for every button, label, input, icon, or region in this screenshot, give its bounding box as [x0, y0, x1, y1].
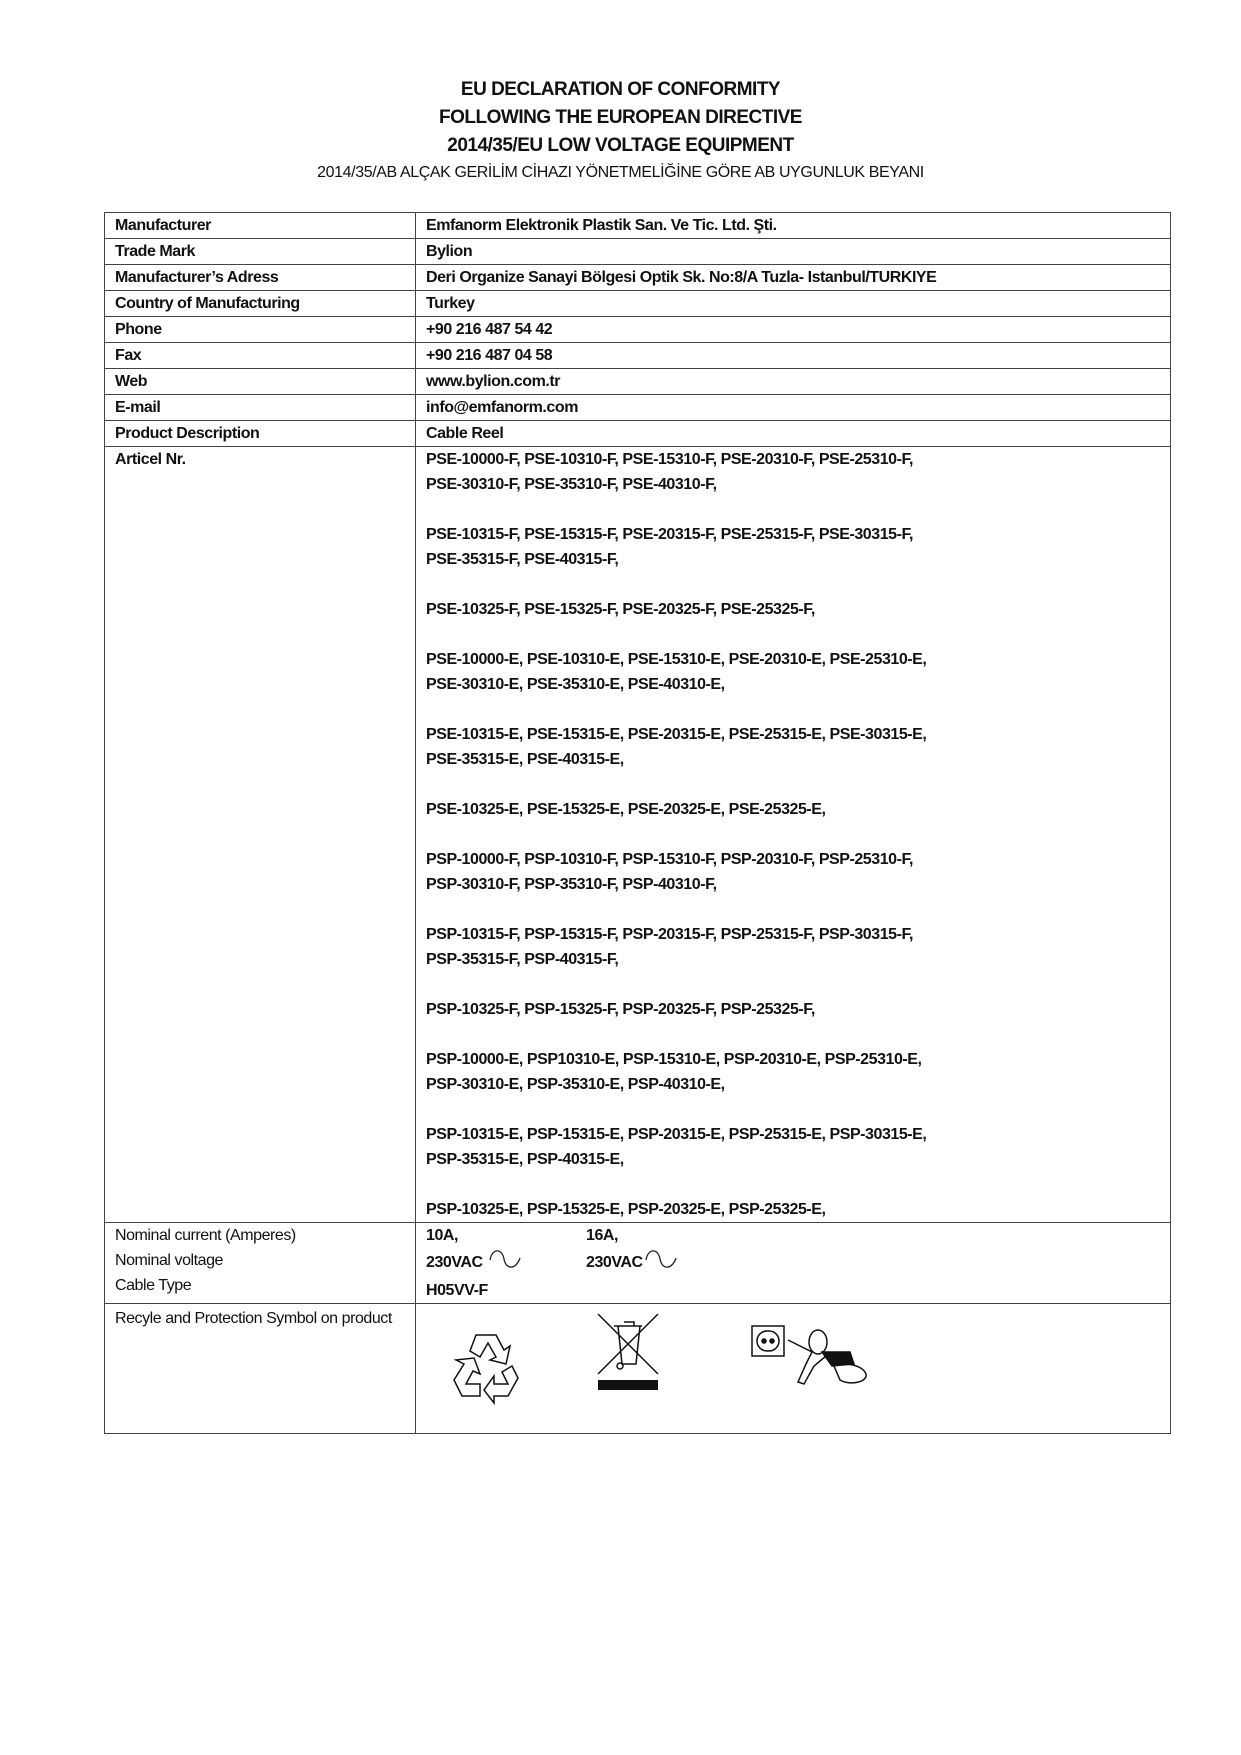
table-row: Nominal current (Amperes) Nominal voltag… [104, 1222, 1171, 1304]
row-label: Phone [104, 316, 416, 343]
article-line: PSP-30310-E, PSP-35310-E, PSP-40310-E, [426, 1076, 725, 1093]
table-row: Phone +90 216 487 54 42 [104, 316, 1171, 343]
current-b: 16A, [586, 1227, 618, 1244]
cable-type-label: Cable Type [115, 1277, 192, 1294]
nominal-voltage-label: Nominal voltage [115, 1252, 223, 1269]
sine-wave-icon [643, 1248, 679, 1278]
row-label: Articel Nr. [104, 446, 416, 1223]
row-value: www.bylion.com.tr [415, 368, 1171, 395]
article-numbers: PSE-10000-F, PSE-10310-F, PSE-15310-F, P… [415, 446, 1171, 1223]
article-line [426, 622, 1160, 647]
article-line: PSP-10000-F, PSP-10310-F, PSP-15310-F, P… [426, 851, 914, 868]
declaration-table: Manufacturer Emfanorm Elektronik Plastik … [104, 212, 1171, 1434]
article-line: PSP-10315-F, PSP-15315-F, PSP-20315-F, P… [426, 926, 914, 943]
voltage-a: 230VAC [426, 1254, 483, 1272]
table-row: Web www.bylion.com.tr [104, 368, 1171, 395]
row-value: +90 216 487 54 42 [415, 316, 1171, 343]
row-value: +90 216 487 04 58 [415, 342, 1171, 369]
row-label: Country of Manufacturing [104, 290, 416, 317]
recycle-icon [446, 1330, 526, 1423]
article-line: PSP-30310-F, PSP-35310-F, PSP-40310-F, [426, 876, 717, 893]
article-line: PSE-30310-E, PSE-35310-E, PSE-40310-E, [426, 676, 725, 693]
symbols-label: Recyle and Protection Symbol on product [104, 1303, 416, 1434]
row-label: Product Description [104, 420, 416, 447]
row-label: Manufacturer’s Adress [104, 264, 416, 291]
table-row: Country of Manufacturing Turkey [104, 290, 1171, 317]
article-line [426, 497, 1160, 522]
article-line: PSE-10315-E, PSE-15315-E, PSE-20315-E, P… [426, 726, 927, 743]
title-line-3: 2014/35/EU LOW VOLTAGE EQUIPMENT [447, 135, 794, 156]
voltage-b: 230VAC [586, 1254, 643, 1272]
title-line-2: FOLLOWING THE EUROPEAN DIRECTIVE [439, 107, 802, 128]
article-line [426, 897, 1160, 922]
table-row: Manufacturer’s Adress Deri Organize Sanay… [104, 264, 1171, 291]
ratings-values: 10A, 16A, 230VAC 230VAC H05VV-F [415, 1222, 1171, 1304]
table-row: Product Description Cable Reel [104, 420, 1171, 447]
table-row: Recyle and Protection Symbol on product [104, 1303, 1171, 1434]
table-row: E-mail info@emfanorm.com [104, 394, 1171, 421]
row-value: Bylion [415, 238, 1171, 265]
article-line: PSE-10325-F, PSE-15325-F, PSE-20325-F, P… [426, 601, 815, 618]
row-value: Turkey [415, 290, 1171, 317]
article-line: PSE-10325-E, PSE-15325-E, PSE-20325-E, P… [426, 801, 826, 818]
article-line: PSP-10315-E, PSP-15315-E, PSP-20315-E, P… [426, 1126, 927, 1143]
nominal-current-label: Nominal current (Amperes) [115, 1227, 296, 1244]
subtitle: 2014/35/AB ALÇAK GERİLİM CİHAZI YÖNETMEL… [317, 164, 924, 181]
article-line: PSE-10000-E, PSE-10310-E, PSE-15310-E, P… [426, 651, 927, 668]
crossed-out-bin-icon [596, 1312, 660, 1400]
title-line-1: EU DECLARATION OF CONFORMITY [460, 79, 781, 100]
table-row: Trade Mark Bylion [104, 238, 1171, 265]
article-line: PSE-10000-F, PSE-10310-F, PSE-15310-F, P… [426, 451, 914, 468]
child-socket-warning-icon [750, 1322, 880, 1400]
article-line [426, 1172, 1160, 1197]
current-a: 10A, [426, 1227, 458, 1244]
article-line [426, 1097, 1160, 1122]
article-line: PSP-10325-E, PSP-15325-E, PSP-20325-E, P… [426, 1201, 826, 1218]
cable-type: H05VV-F [426, 1282, 488, 1299]
article-line [426, 972, 1160, 997]
article-line [426, 772, 1160, 797]
article-line: PSP-10000-E, PSP10310-E, PSP-15310-E, PS… [426, 1051, 922, 1068]
table-row: Fax +90 216 487 04 58 [104, 342, 1171, 369]
row-label: E-mail [104, 394, 416, 421]
row-label: Fax [104, 342, 416, 369]
sine-wave-icon [487, 1248, 523, 1278]
row-value: Emfanorm Elektronik Plastik San. Ve Tic.… [415, 212, 1171, 239]
row-label: Manufacturer [104, 212, 416, 239]
article-line: PSP-35315-E, PSP-40315-E, [426, 1151, 624, 1168]
table-row: Manufacturer Emfanorm Elektronik Plastik … [104, 212, 1171, 239]
article-line [426, 572, 1160, 597]
row-label: Web [104, 368, 416, 395]
article-line [426, 697, 1160, 722]
article-line [426, 1022, 1160, 1047]
article-line: PSP-10325-F, PSP-15325-F, PSP-20325-F, P… [426, 1001, 815, 1018]
article-line: PSP-35315-F, PSP-40315-F, [426, 951, 619, 968]
article-line: PSE-30310-F, PSE-35310-F, PSE-40310-F, [426, 476, 717, 493]
row-label: Trade Mark [104, 238, 416, 265]
document-header: EU DECLARATION OF CONFORMITY FOLLOWING T… [0, 76, 1241, 186]
row-value: Cable Reel [415, 420, 1171, 447]
symbols-cell [415, 1303, 1171, 1434]
ratings-labels: Nominal current (Amperes) Nominal voltag… [104, 1222, 416, 1304]
article-line: PSE-35315-F, PSE-40315-F, [426, 551, 619, 568]
article-line: PSE-10315-F, PSE-15315-F, PSE-20315-F, P… [426, 526, 914, 543]
article-line [426, 822, 1160, 847]
table-row: Articel Nr. PSE-10000-F, PSE-10310-F, PSE… [104, 446, 1171, 1223]
row-value: Deri Organize Sanayi Bölgesi Optik Sk. N… [415, 264, 1171, 291]
row-value: info@emfanorm.com [415, 394, 1171, 421]
article-line: PSE-35315-E, PSE-40315-E, [426, 751, 624, 768]
